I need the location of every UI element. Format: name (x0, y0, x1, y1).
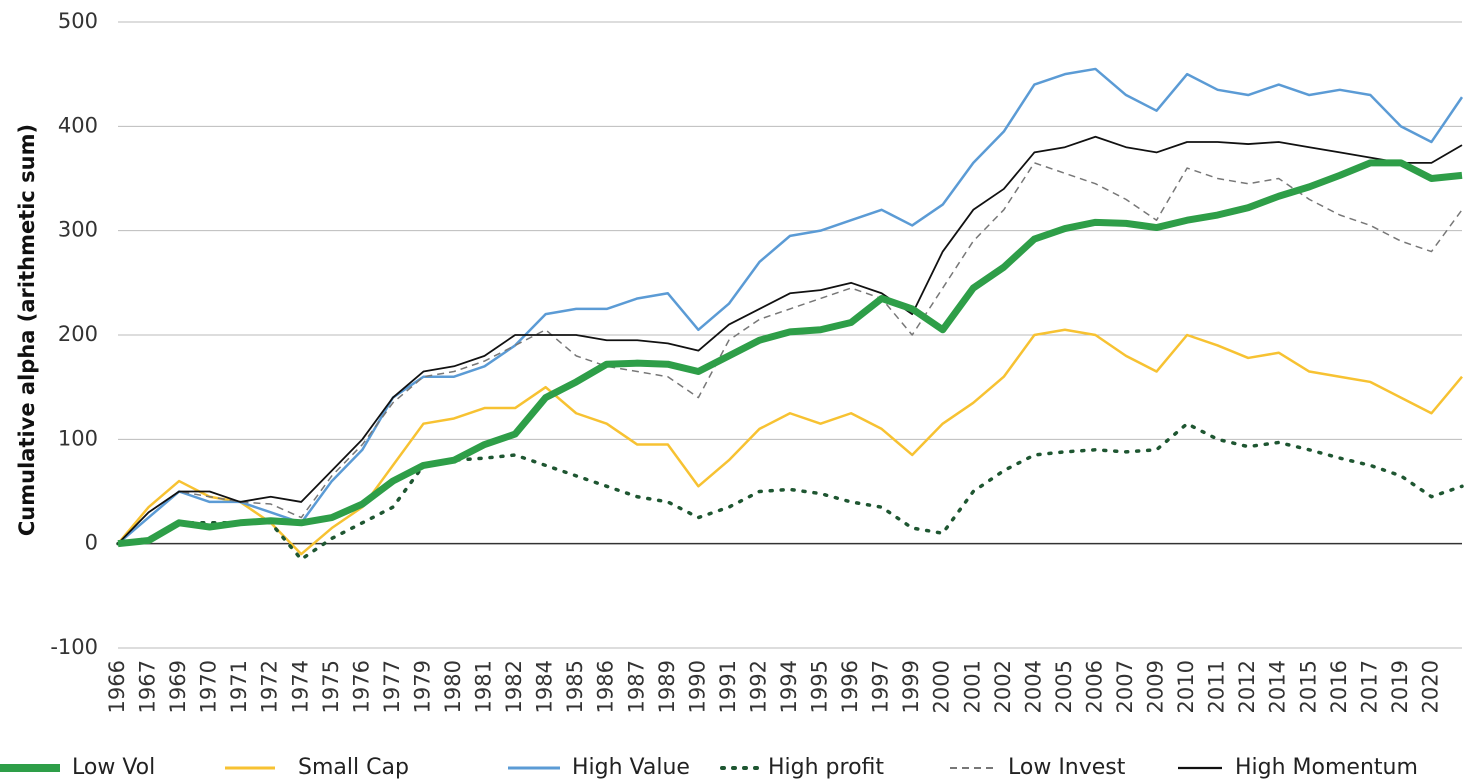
x-tick-label: 2004 (1021, 660, 1045, 713)
x-tick-label: 2001 (960, 660, 984, 713)
x-tick-label: 2016 (1327, 660, 1351, 713)
x-tick-label: 2017 (1357, 660, 1381, 713)
y-axis-label: Cumulative alpha (arithmetic sum) (15, 124, 39, 536)
legend-label: Small Cap (298, 755, 409, 780)
x-tick-label: 1989 (655, 660, 679, 713)
legend-label: High Value (572, 755, 690, 780)
series-line (117, 328, 1463, 556)
x-tick-label: 1975 (319, 660, 343, 713)
y-tick-label: 300 (58, 218, 98, 242)
x-tick-label: 2007 (1113, 660, 1137, 713)
x-tick-label: 2002 (991, 660, 1015, 713)
x-tick-label: 1999 (899, 660, 923, 713)
legend-label: Low Invest (1008, 755, 1126, 780)
x-tick-label: 1977 (380, 660, 404, 713)
y-tick-label: 0 (85, 531, 98, 555)
x-tick-label: 1987 (624, 660, 648, 713)
legend-label: Low Vol (72, 755, 155, 780)
x-tick-label: 1974 (288, 660, 312, 713)
x-tick-label: 2000 (930, 660, 954, 713)
x-tick-label: 1996 (838, 660, 862, 713)
x-tick-label: 2020 (1418, 660, 1442, 713)
x-tick-label: 1997 (869, 660, 893, 713)
y-tick-label: 100 (58, 426, 98, 450)
x-tick-label: 2015 (1296, 660, 1320, 713)
x-tick-label: 1966 (105, 660, 129, 713)
x-tick-label: 1992 (746, 660, 770, 713)
x-tick-label: 1984 (533, 660, 557, 713)
x-tick-label: 2012 (1235, 660, 1259, 713)
series-line (117, 159, 1463, 548)
x-tick-label: 1991 (716, 660, 740, 713)
x-tick-label: 1969 (166, 660, 190, 713)
x-tick-label: 1995 (808, 660, 832, 713)
x-tick-label: 2010 (1174, 660, 1198, 713)
x-tick-label: 1990 (685, 660, 709, 713)
x-tick-label: 1980 (441, 660, 465, 713)
y-tick-label: -100 (50, 635, 98, 659)
x-tick-label: 2011 (1205, 660, 1229, 713)
x-tick-label: 2006 (1082, 660, 1106, 713)
x-tick-label: 2014 (1266, 660, 1290, 713)
series-line (117, 135, 1463, 545)
series-line (116, 421, 1464, 562)
x-tick-label: 1994 (777, 660, 801, 713)
series-line (117, 67, 1464, 545)
y-tick-label: 500 (58, 9, 98, 33)
x-tick-label: 2009 (1144, 660, 1168, 713)
x-tick-label: 1986 (594, 660, 618, 713)
legend-label: High profit (768, 755, 884, 780)
x-tick-label: 1979 (410, 660, 434, 713)
legend-label: High Momentum (1235, 755, 1418, 780)
series-line (117, 162, 1463, 545)
x-tick-label: 1982 (502, 660, 526, 713)
x-tick-label: 1972 (258, 660, 282, 713)
x-tick-label: 1985 (563, 660, 587, 713)
y-tick-label: 200 (58, 322, 98, 346)
x-tick-label: 2019 (1388, 660, 1412, 713)
x-tick-label: 1976 (349, 660, 373, 713)
x-tick-label: 1981 (472, 660, 496, 713)
x-tick-label: 1967 (136, 660, 160, 713)
y-tick-label: 400 (58, 113, 98, 137)
x-tick-label: 1970 (197, 660, 221, 713)
x-tick-label: 2005 (1052, 660, 1076, 713)
x-tick-label: 1971 (227, 660, 251, 713)
